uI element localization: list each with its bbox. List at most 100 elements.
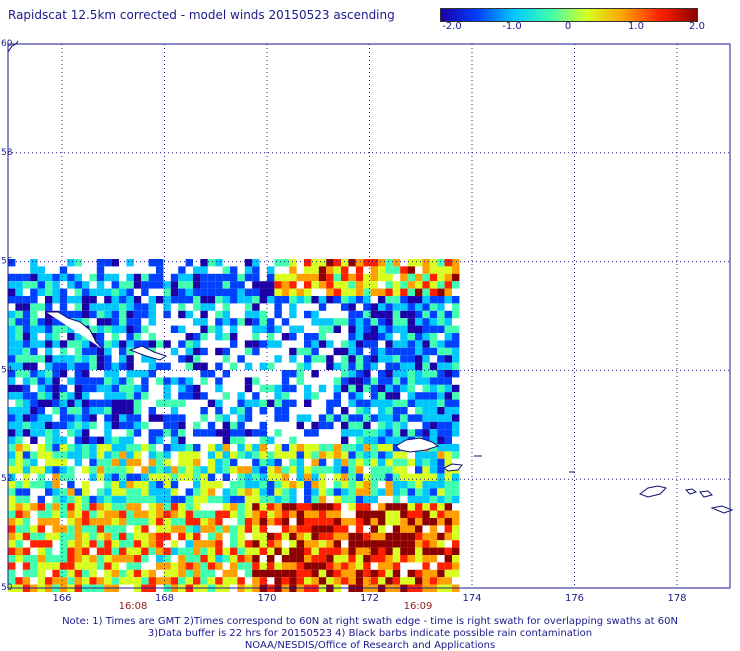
wind-difference-cell bbox=[222, 266, 230, 274]
wind-difference-cell bbox=[333, 259, 341, 267]
wind-difference-cell bbox=[163, 466, 171, 474]
wind-difference-cell bbox=[37, 532, 45, 541]
wind-difference-cell bbox=[67, 503, 75, 511]
wind-difference-cell bbox=[363, 451, 371, 459]
wind-difference-cell bbox=[415, 310, 423, 319]
wind-difference-cell bbox=[348, 392, 356, 400]
wind-difference-cell bbox=[355, 384, 364, 393]
wind-difference-cell bbox=[67, 273, 75, 282]
wind-difference-cell bbox=[318, 259, 327, 267]
wind-difference-cell bbox=[400, 333, 408, 341]
wind-difference-cell bbox=[119, 377, 127, 385]
wind-difference-cell bbox=[67, 532, 75, 541]
wind-difference-cell bbox=[370, 392, 378, 400]
wind-difference-cell bbox=[148, 547, 156, 555]
wind-difference-cell bbox=[15, 466, 23, 474]
wind-difference-cell bbox=[318, 355, 327, 363]
wind-difference-cell bbox=[200, 562, 208, 570]
wind-difference-cell bbox=[341, 577, 349, 585]
wind-difference-cell bbox=[104, 414, 112, 422]
wind-difference-cell bbox=[252, 540, 260, 548]
wind-difference-cell bbox=[348, 488, 356, 496]
wind-difference-cell bbox=[318, 458, 327, 467]
wind-difference-cell bbox=[170, 503, 179, 511]
wind-difference-cell bbox=[363, 318, 371, 326]
wind-difference-cell bbox=[392, 281, 401, 289]
wind-difference-cell bbox=[274, 384, 282, 393]
wind-difference-cell bbox=[96, 310, 105, 319]
wind-difference-cell bbox=[370, 481, 378, 489]
wind-difference-cell bbox=[289, 540, 297, 548]
wind-difference-cell bbox=[444, 510, 452, 518]
wind-difference-cell bbox=[370, 458, 378, 467]
wind-difference-cell bbox=[111, 318, 119, 326]
wind-difference-cell bbox=[363, 296, 371, 304]
wind-difference-cell bbox=[326, 525, 334, 533]
wind-difference-cell bbox=[385, 562, 393, 570]
wind-difference-cell bbox=[82, 288, 90, 296]
wind-difference-cell bbox=[304, 569, 312, 578]
wind-difference-cell bbox=[311, 444, 319, 452]
wind-difference-cell bbox=[96, 303, 105, 311]
wind-difference-cell bbox=[30, 555, 38, 563]
wind-difference-cell bbox=[104, 510, 112, 518]
wind-difference-cell bbox=[429, 347, 438, 356]
latitude-label: 50 bbox=[1, 583, 13, 593]
wind-difference-cell bbox=[89, 340, 97, 348]
wind-difference-cell bbox=[437, 444, 445, 452]
wind-difference-cell bbox=[22, 377, 31, 385]
wind-difference-cell bbox=[259, 281, 267, 289]
wind-difference-cell bbox=[252, 488, 260, 496]
wind-difference-cell bbox=[370, 340, 378, 348]
wind-difference-cell bbox=[133, 310, 142, 319]
wind-difference-cell bbox=[96, 503, 105, 511]
wind-difference-cell bbox=[370, 347, 378, 356]
wind-difference-cell bbox=[304, 347, 312, 356]
wind-difference-cell bbox=[8, 288, 16, 296]
wind-difference-cell bbox=[89, 555, 97, 563]
wind-difference-cell bbox=[392, 399, 401, 407]
wind-difference-cell bbox=[452, 451, 460, 459]
wind-difference-cell bbox=[89, 451, 97, 459]
wind-difference-cell bbox=[267, 325, 275, 333]
wind-difference-cell bbox=[370, 362, 378, 370]
wind-difference-cell bbox=[89, 377, 97, 385]
wind-difference-cell bbox=[59, 399, 68, 407]
wind-difference-cell bbox=[378, 296, 386, 304]
wind-difference-cell bbox=[355, 429, 364, 437]
wind-difference-cell bbox=[429, 525, 438, 533]
wind-difference-cell bbox=[237, 421, 245, 430]
wind-difference-cell bbox=[385, 414, 393, 422]
wind-difference-cell bbox=[422, 325, 430, 333]
wind-difference-cell bbox=[126, 540, 134, 548]
wind-difference-cell bbox=[437, 562, 445, 570]
wind-difference-cell bbox=[304, 429, 312, 437]
wind-difference-cell bbox=[363, 532, 371, 541]
wind-difference-cell bbox=[67, 340, 75, 348]
wind-difference-cell bbox=[193, 384, 201, 393]
wind-difference-cell bbox=[252, 473, 260, 481]
wind-difference-cell bbox=[141, 303, 149, 311]
wind-difference-cell bbox=[82, 429, 90, 437]
wind-difference-cell bbox=[82, 310, 90, 319]
wind-difference-cell bbox=[163, 569, 171, 578]
wind-difference-cell bbox=[15, 547, 23, 555]
wind-difference-cell bbox=[178, 495, 186, 504]
wind-difference-cell bbox=[370, 281, 378, 289]
wind-difference-cell bbox=[141, 518, 149, 526]
wind-difference-cell bbox=[163, 451, 171, 459]
wind-difference-cell bbox=[244, 414, 253, 422]
wind-difference-cell bbox=[37, 377, 45, 385]
wind-difference-cell bbox=[163, 288, 171, 296]
wind-difference-cell bbox=[333, 325, 341, 333]
wind-difference-cell bbox=[407, 259, 415, 267]
wind-difference-cell bbox=[437, 577, 445, 585]
wind-difference-cell bbox=[104, 532, 112, 541]
wind-difference-cell bbox=[378, 436, 386, 444]
wind-difference-cell bbox=[67, 362, 75, 370]
wind-difference-cell bbox=[452, 518, 460, 526]
swath-time-label: 16:09 bbox=[404, 601, 433, 612]
wind-difference-cell bbox=[422, 392, 430, 400]
wind-difference-cell bbox=[207, 466, 216, 474]
longitude-label: 174 bbox=[462, 593, 481, 604]
